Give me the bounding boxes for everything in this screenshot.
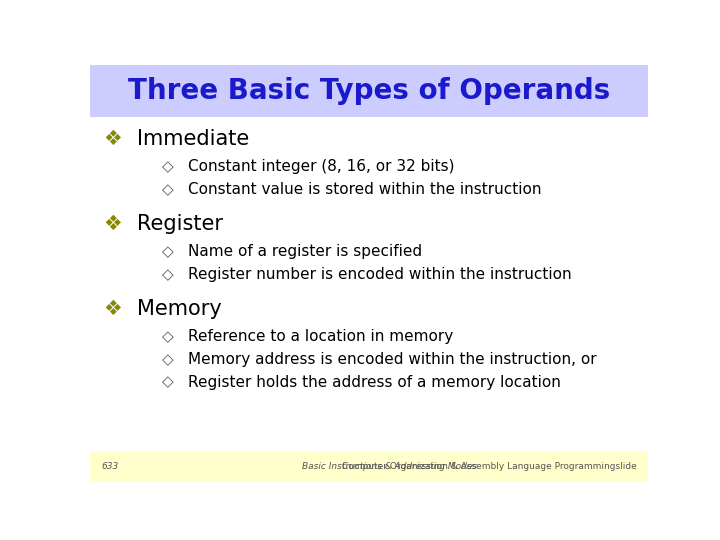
Text: Memory: Memory xyxy=(138,299,222,319)
FancyBboxPatch shape xyxy=(90,65,648,117)
Text: ◇: ◇ xyxy=(162,267,174,282)
Text: ◇: ◇ xyxy=(162,375,174,389)
Text: Constant value is stored within the instruction: Constant value is stored within the inst… xyxy=(188,182,541,197)
Text: 633: 633 xyxy=(101,462,118,470)
Text: ◇: ◇ xyxy=(162,329,174,344)
Text: ◇: ◇ xyxy=(162,244,174,259)
Text: Register holds the address of a memory location: Register holds the address of a memory l… xyxy=(188,375,561,389)
Text: Immediate: Immediate xyxy=(138,129,250,149)
Text: Constant integer (8, 16, or 32 bits): Constant integer (8, 16, or 32 bits) xyxy=(188,159,454,174)
Text: Name of a register is specified: Name of a register is specified xyxy=(188,244,422,259)
Text: ❖: ❖ xyxy=(103,299,122,319)
Text: Memory address is encoded within the instruction, or: Memory address is encoded within the ins… xyxy=(188,352,596,367)
Text: Three Basic Types of Operands: Three Basic Types of Operands xyxy=(128,77,610,105)
Text: ❖: ❖ xyxy=(103,129,122,149)
Text: Register: Register xyxy=(138,214,223,234)
Text: Reference to a location in memory: Reference to a location in memory xyxy=(188,329,453,344)
Text: Register number is encoded within the instruction: Register number is encoded within the in… xyxy=(188,267,571,282)
Text: ◇: ◇ xyxy=(162,182,174,197)
Text: Computer Organization & Assembly Language Programmingslide: Computer Organization & Assembly Languag… xyxy=(342,462,637,470)
FancyBboxPatch shape xyxy=(90,451,648,481)
Text: Basic Instructions & Addressing Modes: Basic Instructions & Addressing Modes xyxy=(302,462,477,470)
Text: ◇: ◇ xyxy=(162,352,174,367)
Text: ❖: ❖ xyxy=(103,214,122,234)
Text: ◇: ◇ xyxy=(162,159,174,174)
